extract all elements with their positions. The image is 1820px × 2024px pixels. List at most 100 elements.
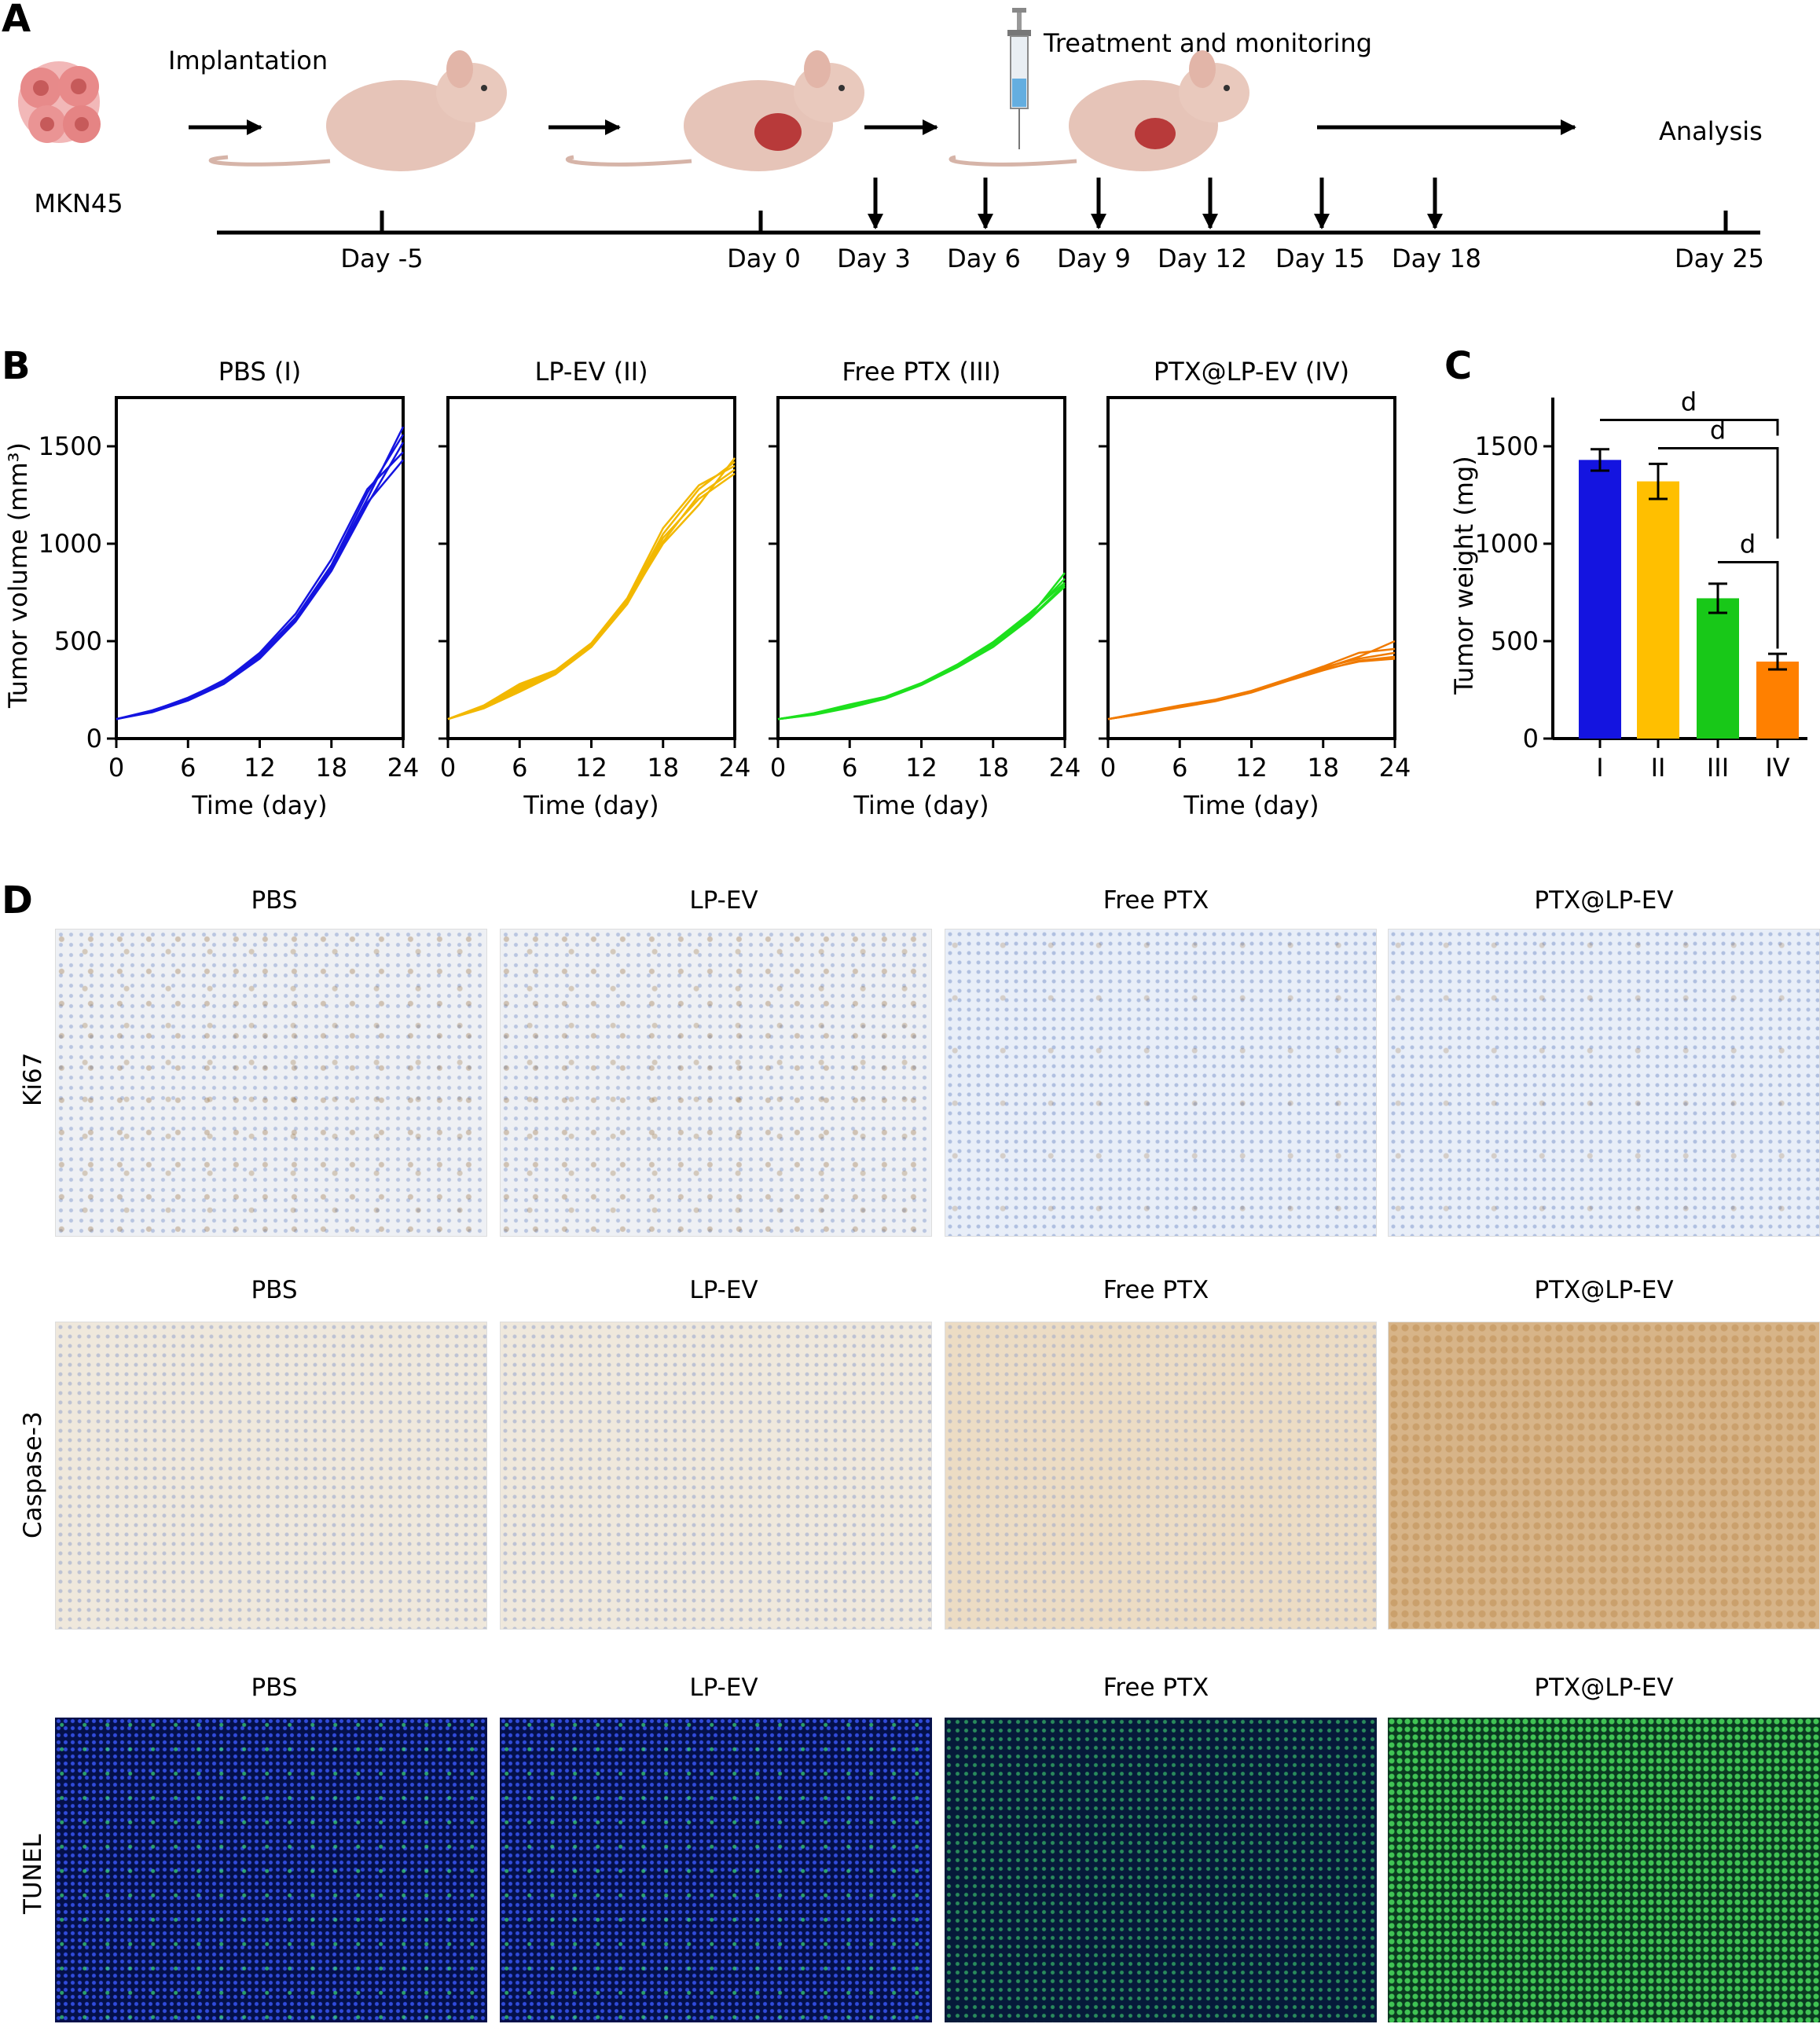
panel-bc-charts: Tumor volume (mm³) Tumor weight (mg) PBS… [3, 357, 1807, 820]
panel-letter-a: A [2, 0, 31, 41]
y-tick-label: 1000 [39, 529, 102, 559]
x-tick-label: 6 [180, 753, 196, 783]
plot-frame-2 [446, 396, 736, 740]
x-tick-label: 18 [315, 753, 347, 783]
x-tick-label: 6 [512, 753, 527, 783]
row-label-caspase3: Caspase-3 [19, 1411, 47, 1538]
day-label: Day 6 [947, 244, 1021, 273]
bar-y-tick-label: 1500 [1475, 431, 1539, 461]
series-line-1-4 [116, 451, 404, 720]
tumor-icon [754, 113, 802, 151]
panel-title-1: PBS (I) [218, 357, 302, 387]
x-tick-label: 12 [1235, 753, 1268, 783]
panel-b-y-axis-label: Tumor volume (mm³) [3, 442, 33, 709]
caption-tunel-ptxlpev: PTX@LP-EV [1534, 1674, 1674, 1702]
x-axis-label: Time (day) [853, 790, 989, 820]
x-tick-label: 12 [575, 753, 607, 783]
series-line-1-3 [116, 442, 405, 720]
mouse-icon-3 [949, 50, 1249, 171]
ki67-ptxlpev-image [1388, 929, 1820, 1237]
day-label: Day 15 [1275, 244, 1365, 273]
series-line-3-5 [777, 584, 1066, 720]
bar-y-tick-label: 1000 [1475, 529, 1539, 559]
bar-IV [1756, 662, 1799, 739]
caption-casp-lpev: LP-EV [689, 1276, 758, 1304]
x-tick-label: 0 [440, 753, 456, 783]
x-tick-label: 12 [905, 753, 938, 783]
caspase3-freeptx-image [945, 1322, 1377, 1630]
x-tick-label: 24 [719, 753, 751, 783]
row-label-tunel: TUNEL [19, 1834, 47, 1914]
mouse-icon-2 [566, 50, 864, 171]
caption-tunel-freeptx: Free PTX [1103, 1674, 1209, 1702]
cell-line-label: MKN45 [34, 189, 123, 218]
ki67-freeptx-image [945, 929, 1377, 1237]
panel-letter-c: C [1444, 344, 1473, 388]
x-tick-label: 24 [1379, 753, 1411, 783]
caption-ki67-pbs: PBS [251, 886, 298, 915]
panel-a-timeline: MKN45 Implantation Treatment and monitor… [18, 8, 1764, 273]
plot-frame-3 [776, 396, 1066, 740]
series-line-2-5 [447, 472, 736, 720]
series-line-4-5 [1107, 658, 1396, 720]
plot-frame-1 [115, 396, 405, 740]
x-tick-label: 18 [1307, 753, 1339, 783]
y-tick-label: 1500 [39, 431, 102, 461]
caption-casp-freeptx: Free PTX [1103, 1276, 1209, 1304]
mouse-icon-1 [208, 50, 507, 171]
x-axis-label: Time (day) [523, 790, 659, 820]
y-tick-label: 500 [54, 626, 102, 656]
bar-y-tick-label: 500 [1491, 626, 1539, 656]
tumor-cell-cluster-icon [18, 61, 101, 143]
significance-label: d [1740, 530, 1756, 559]
implantation-label: Implantation [168, 46, 328, 75]
day-label: Day 18 [1392, 244, 1481, 273]
bar-y-tick-label: 0 [1523, 724, 1539, 754]
series-line-3-1 [777, 572, 1066, 720]
panel-title-3: Free PTX (III) [842, 357, 1000, 387]
day-label: Day 12 [1158, 244, 1247, 273]
caption-tunel-lpev: LP-EV [689, 1674, 758, 1702]
x-axis-label: Time (day) [1183, 790, 1319, 820]
x-axis-label: Time (day) [191, 790, 327, 820]
row-label-ki67: Ki67 [19, 1052, 47, 1106]
series-line-4-1 [1107, 640, 1396, 720]
bar-II [1637, 481, 1679, 739]
tumor-icon-treated [1135, 118, 1176, 149]
x-tick-label: 6 [1172, 753, 1187, 783]
x-tick-label: 24 [1049, 753, 1081, 783]
caspase3-ptxlpev-image [1388, 1322, 1820, 1630]
x-tick-label: 0 [1100, 753, 1116, 783]
plot-frame-4 [1106, 396, 1396, 740]
series-line-4-3 [1107, 655, 1396, 720]
caption-tunel-pbs: PBS [251, 1674, 298, 1702]
x-tick-label: 0 [108, 753, 124, 783]
caption-ki67-freeptx: Free PTX [1103, 886, 1209, 915]
bar-category-label: I [1596, 753, 1603, 783]
x-tick-label: 12 [244, 753, 276, 783]
tunel-pbs-image [55, 1718, 487, 2022]
panel-title-4: PTX@LP-EV (IV) [1154, 357, 1349, 387]
ki67-pbs-image [55, 929, 487, 1237]
panel-letter-d: D [2, 878, 33, 922]
bar-category-label: II [1651, 753, 1666, 783]
significance-bracket [1718, 561, 1779, 649]
day-label: Day -5 [340, 244, 423, 273]
significance-label: d [1681, 387, 1697, 417]
tunel-ptxlpev-image [1388, 1718, 1820, 2022]
tunel-lpev-image [500, 1718, 932, 2022]
series-line-1-5 [116, 459, 404, 720]
bar-category-label: IV [1765, 753, 1789, 783]
significance-label: d [1710, 415, 1726, 445]
series-line-3-4 [777, 578, 1066, 720]
panel-title-2: LP-EV (II) [534, 357, 648, 387]
caption-ki67-ptxlpev: PTX@LP-EV [1534, 886, 1674, 915]
ki67-lpev-image [500, 929, 932, 1237]
panel-letter-b: B [2, 344, 31, 388]
bar-I [1579, 460, 1621, 739]
series-line-3-3 [777, 585, 1066, 720]
tunel-freeptx-image [945, 1718, 1377, 2022]
series-line-1-2 [116, 434, 405, 720]
day-label: Day 0 [727, 244, 801, 273]
caspase3-lpev-image [500, 1322, 932, 1630]
